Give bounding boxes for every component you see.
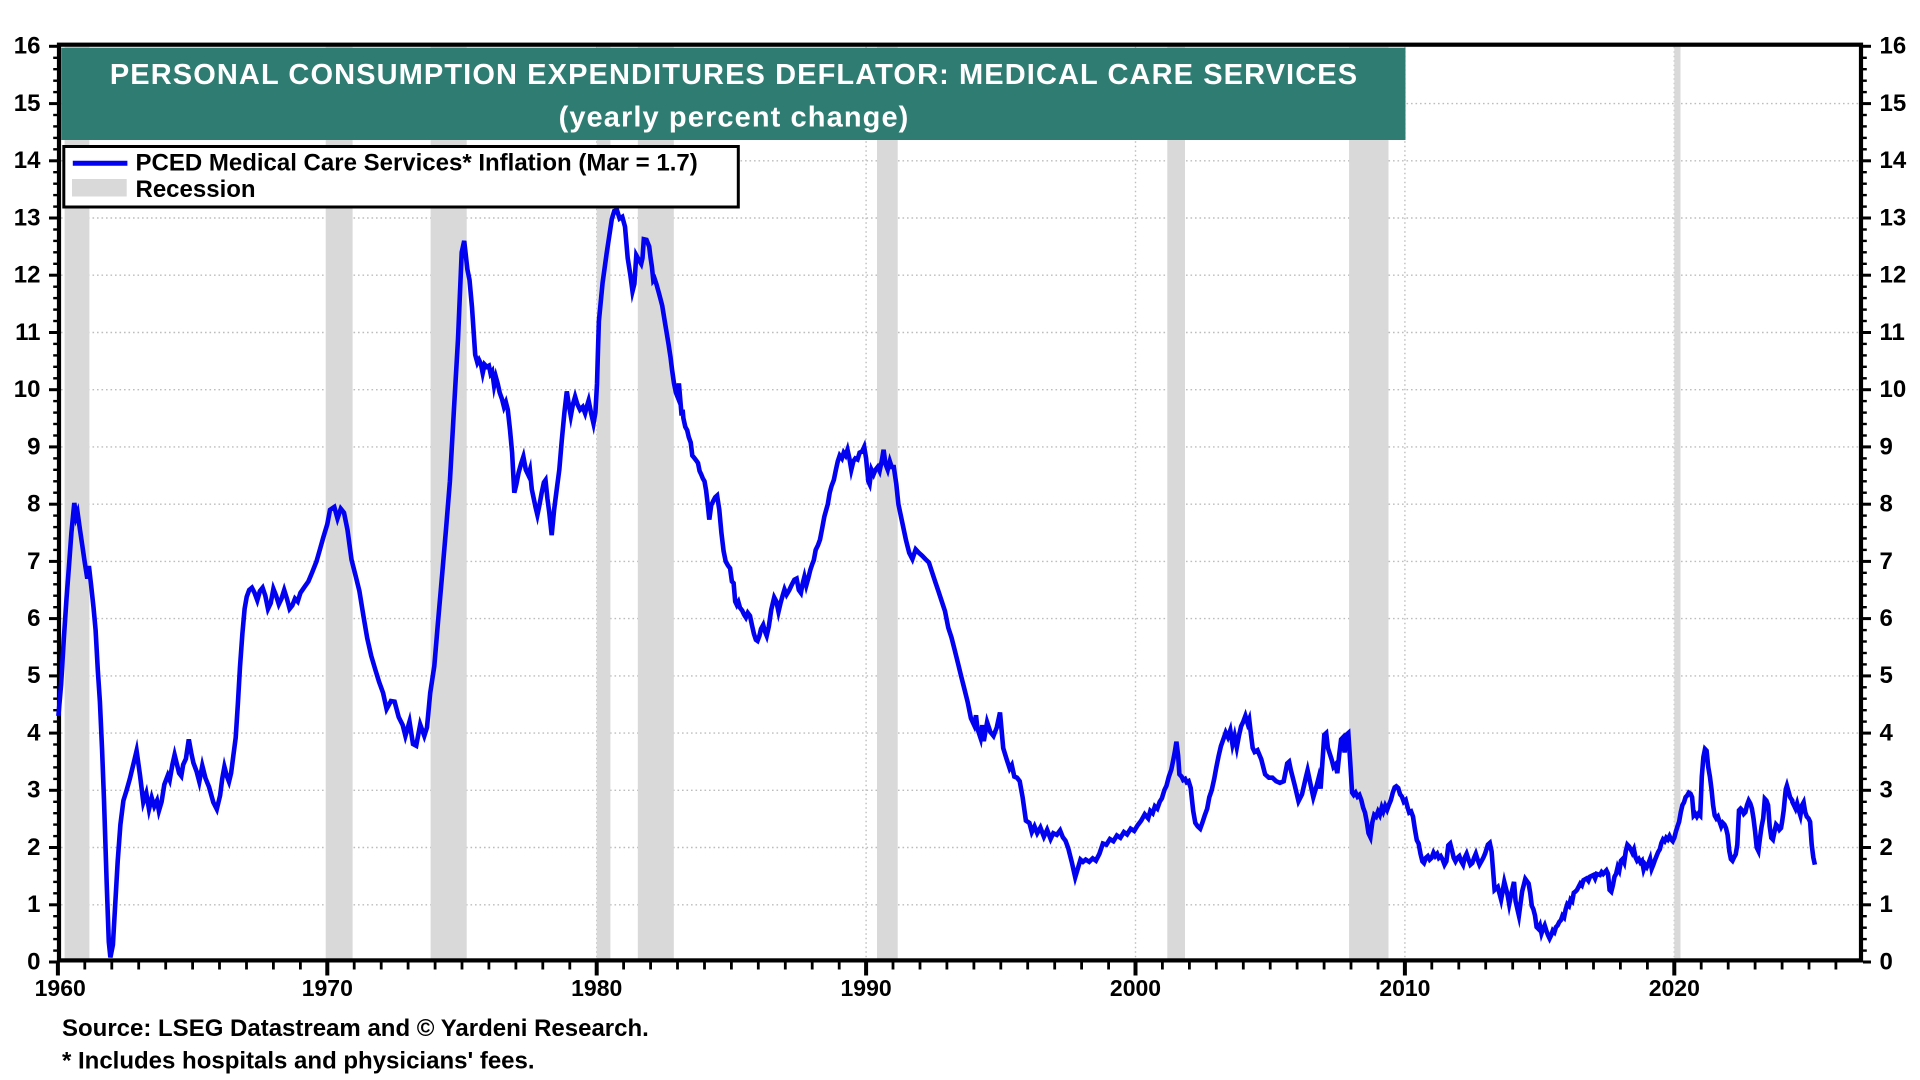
svg-text:11: 11	[15, 319, 40, 346]
svg-text:8: 8	[1880, 491, 1893, 518]
svg-text:16: 16	[1880, 33, 1907, 60]
svg-text:16: 16	[14, 33, 41, 60]
svg-text:6: 6	[27, 605, 40, 632]
svg-text:4: 4	[1880, 720, 1894, 747]
svg-text:13: 13	[1880, 204, 1907, 231]
svg-text:2020: 2020	[1649, 975, 1700, 1001]
svg-text:11: 11	[1880, 319, 1905, 346]
svg-text:1990: 1990	[841, 975, 892, 1001]
svg-text:1980: 1980	[571, 975, 622, 1001]
svg-text:PERSONAL CONSUMPTION EXPENDITU: PERSONAL CONSUMPTION EXPENDITURES DEFLAT…	[110, 59, 1358, 91]
svg-text:15: 15	[1880, 90, 1907, 117]
svg-text:1: 1	[27, 891, 40, 918]
svg-text:1: 1	[1880, 891, 1893, 918]
svg-text:* Includes hospitals and physi: * Includes hospitals and physicians' fee…	[62, 1047, 535, 1074]
svg-text:8: 8	[27, 491, 40, 518]
svg-text:14: 14	[1880, 147, 1907, 174]
svg-text:10: 10	[1880, 376, 1907, 403]
svg-text:2010: 2010	[1379, 975, 1430, 1001]
svg-text:2: 2	[1880, 834, 1893, 861]
svg-text:7: 7	[27, 548, 40, 575]
svg-text:6: 6	[1880, 605, 1893, 632]
svg-text:Recession: Recession	[136, 176, 256, 203]
svg-text:5: 5	[27, 662, 40, 689]
svg-text:13: 13	[14, 204, 41, 231]
svg-text:2: 2	[27, 834, 40, 861]
svg-text:15: 15	[14, 90, 41, 117]
svg-text:(yearly percent change): (yearly percent change)	[559, 102, 910, 134]
svg-text:9: 9	[27, 433, 40, 460]
svg-text:PCED Medical Care Services* In: PCED Medical Care Services* Inflation (M…	[136, 150, 698, 177]
svg-text:3: 3	[1880, 777, 1893, 804]
svg-text:7: 7	[1880, 548, 1893, 575]
svg-text:3: 3	[27, 777, 40, 804]
svg-text:0: 0	[1880, 948, 1893, 975]
svg-text:1960: 1960	[35, 975, 86, 1001]
svg-text:12: 12	[14, 262, 41, 289]
svg-text:2000: 2000	[1110, 975, 1161, 1001]
svg-text:10: 10	[14, 376, 41, 403]
svg-text:12: 12	[1880, 262, 1907, 289]
svg-text:9: 9	[1880, 433, 1893, 460]
svg-text:1970: 1970	[302, 975, 353, 1001]
svg-text:Source: LSEG Datastream and ©: Source: LSEG Datastream and © Yardeni Re…	[62, 1015, 649, 1042]
svg-text:0: 0	[27, 948, 40, 975]
svg-text:5: 5	[1880, 662, 1893, 689]
svg-text:14: 14	[14, 147, 41, 174]
svg-text:4: 4	[27, 720, 41, 747]
